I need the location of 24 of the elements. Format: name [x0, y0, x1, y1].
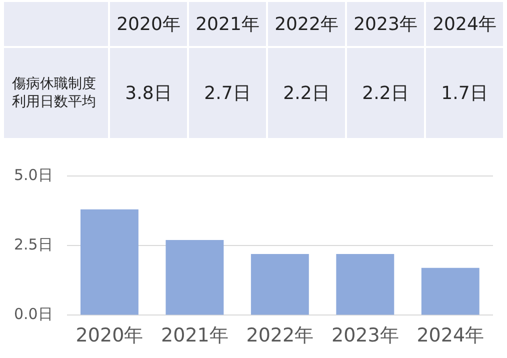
y-tick-label: 0.0日 — [14, 305, 53, 324]
data-label: 2.2日 — [347, 48, 424, 138]
category-label: 2021年 — [196, 14, 260, 35]
text: 傷病休職制度利用日数平均 — [4, 48, 108, 138]
data-label: 1.7日 — [426, 48, 503, 138]
bar — [80, 209, 138, 315]
x-tick-label: 2021年 — [161, 324, 228, 347]
x-tick-label: 2024年 — [416, 324, 484, 347]
data-label: 3.8日 — [110, 48, 187, 138]
data-label: 2.7日 — [189, 48, 266, 138]
y-tick-label: 5.0日 — [14, 166, 53, 184]
x-tick-label: 2020年 — [76, 324, 144, 347]
bar — [166, 240, 224, 315]
bar — [421, 268, 480, 315]
x-tick-label: 2022年 — [246, 324, 314, 347]
bar — [336, 254, 394, 315]
data-label: 2.2日 — [268, 48, 345, 138]
category-label: 2023年 — [354, 14, 418, 35]
category-label: 2022年 — [274, 14, 338, 35]
y-tick-label: 2.5日 — [14, 235, 53, 254]
category-label: 2024年 — [432, 14, 496, 35]
x-tick-label: 2023年 — [331, 324, 399, 347]
category-label: 2020年 — [116, 14, 180, 35]
bar — [250, 254, 309, 315]
